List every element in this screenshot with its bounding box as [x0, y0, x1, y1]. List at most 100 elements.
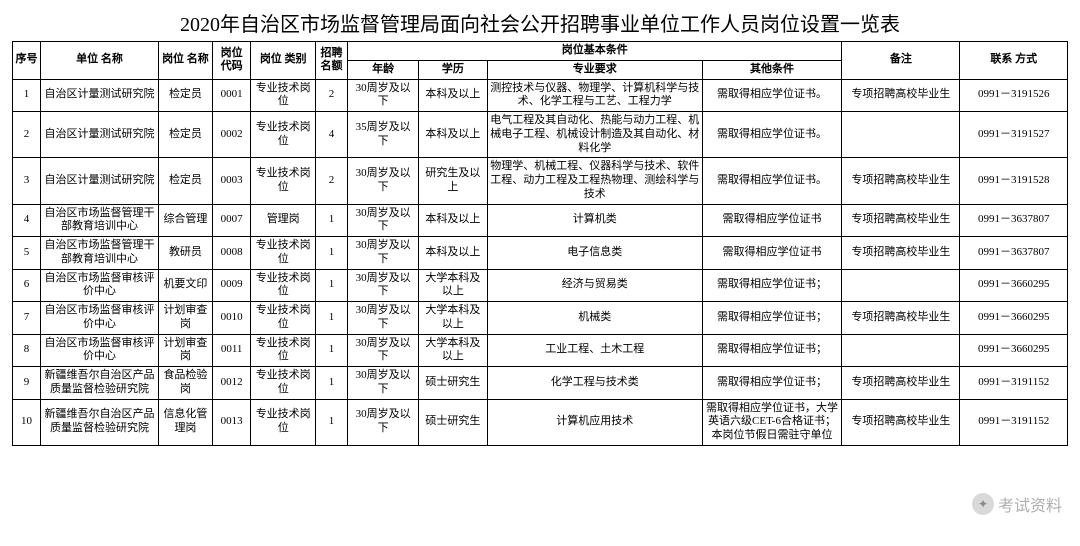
cell-code: 0003 [212, 158, 251, 204]
cell-edu: 硕士研究生 [419, 367, 488, 400]
col-edu: 学历 [419, 60, 488, 79]
col-age: 年龄 [348, 60, 419, 79]
cell-contact: 0991－3191526 [960, 79, 1068, 112]
watermark-text: 考试资料 [998, 492, 1062, 516]
cell-quota: 2 [315, 158, 347, 204]
cell-other: 需取得相应学位证书。 [702, 79, 842, 112]
cell-job: 食品检验岗 [159, 367, 213, 400]
table-row: 8自治区市场监督审核评价中心计划审查岗0011专业技术岗位130周岁及以下大学本… [13, 334, 1068, 367]
cell-job: 机要文印 [159, 269, 213, 302]
cell-edu: 本科及以上 [419, 204, 488, 237]
cell-remark: 专项招聘高校毕业生 [842, 237, 960, 270]
cell-quota: 1 [315, 269, 347, 302]
cell-quota: 1 [315, 399, 347, 445]
col-remark: 备注 [842, 42, 960, 80]
cell-remark [842, 112, 960, 158]
cell-contact: 0991－3660295 [960, 334, 1068, 367]
table-row: 5自治区市场监督管理干部教育培训中心教研员0008专业技术岗位130周岁及以下本… [13, 237, 1068, 270]
cell-other: 需取得相应学位证书； [702, 302, 842, 335]
col-cat: 岗位 类别 [251, 42, 315, 80]
cell-edu: 研究生及以上 [419, 158, 488, 204]
cell-contact: 0991－3191152 [960, 367, 1068, 400]
cell-cat: 专业技术岗位 [251, 367, 315, 400]
cell-seq: 6 [13, 269, 41, 302]
col-seq: 序号 [13, 42, 41, 80]
cell-other: 需取得相应学位证书。 [702, 112, 842, 158]
cell-code: 0012 [212, 367, 251, 400]
col-other: 其他条件 [702, 60, 842, 79]
cell-quota: 1 [315, 334, 347, 367]
table-row: 4自治区市场监督管理干部教育培训中心综合管理0007管理岗130周岁及以下本科及… [13, 204, 1068, 237]
table-row: 1自治区计量测试研究院检定员0001专业技术岗位230周岁及以下本科及以上测控技… [13, 79, 1068, 112]
cell-other: 需取得相应学位证书 [702, 237, 842, 270]
cell-edu: 本科及以上 [419, 112, 488, 158]
cell-quota: 1 [315, 237, 347, 270]
cell-other: 需取得相应学位证书； [702, 269, 842, 302]
cell-contact: 0991－3191152 [960, 399, 1068, 445]
cell-remark: 专项招聘高校毕业生 [842, 367, 960, 400]
cell-remark [842, 334, 960, 367]
cell-contact: 0991－3637807 [960, 237, 1068, 270]
col-group: 岗位基本条件 [348, 42, 842, 61]
cell-job: 教研员 [159, 237, 213, 270]
cell-major: 计算机应用技术 [487, 399, 702, 445]
cell-code: 0010 [212, 302, 251, 335]
cell-job: 检定员 [159, 158, 213, 204]
cell-org: 新疆维吾尔自治区产品质量监督检验研究院 [40, 399, 158, 445]
cell-cat: 管理岗 [251, 204, 315, 237]
cell-remark: 专项招聘高校毕业生 [842, 399, 960, 445]
cell-seq: 4 [13, 204, 41, 237]
cell-contact: 0991－3637807 [960, 204, 1068, 237]
cell-major: 工业工程、土木工程 [487, 334, 702, 367]
cell-quota: 4 [315, 112, 347, 158]
cell-edu: 大学本科及以上 [419, 302, 488, 335]
cell-other: 需取得相应学位证书； [702, 334, 842, 367]
cell-quota: 2 [315, 79, 347, 112]
cell-code: 0007 [212, 204, 251, 237]
cell-quota: 1 [315, 204, 347, 237]
header-row-1: 序号 单位 名称 岗位 名称 岗位 代码 岗位 类别 招聘 名额 岗位基本条件 … [13, 42, 1068, 61]
cell-age: 30周岁及以下 [348, 204, 419, 237]
cell-job: 计划审查岗 [159, 334, 213, 367]
cell-age: 30周岁及以下 [348, 79, 419, 112]
table-row: 2自治区计量测试研究院检定员0002专业技术岗位435周岁及以下本科及以上电气工… [13, 112, 1068, 158]
cell-job: 综合管理 [159, 204, 213, 237]
cell-age: 30周岁及以下 [348, 399, 419, 445]
cell-job: 计划审查岗 [159, 302, 213, 335]
cell-job: 信息化管理岗 [159, 399, 213, 445]
watermark: ✦ 考试资料 [972, 492, 1062, 516]
cell-seq: 8 [13, 334, 41, 367]
cell-age: 30周岁及以下 [348, 269, 419, 302]
col-contact: 联系 方式 [960, 42, 1068, 80]
cell-remark: 专项招聘高校毕业生 [842, 79, 960, 112]
cell-contact: 0991－3660295 [960, 302, 1068, 335]
cell-contact: 0991－3660295 [960, 269, 1068, 302]
col-job: 岗位 名称 [159, 42, 213, 80]
cell-other: 需取得相应学位证书，大学英语六级CET-6合格证书；本岗位节假日需驻守单位 [702, 399, 842, 445]
cell-cat: 专业技术岗位 [251, 399, 315, 445]
cell-major: 计算机类 [487, 204, 702, 237]
cell-code: 0001 [212, 79, 251, 112]
cell-remark [842, 269, 960, 302]
table-row: 10新疆维吾尔自治区产品质量监督检验研究院信息化管理岗0013专业技术岗位130… [13, 399, 1068, 445]
cell-age: 30周岁及以下 [348, 367, 419, 400]
cell-cat: 专业技术岗位 [251, 237, 315, 270]
cell-age: 30周岁及以下 [348, 302, 419, 335]
table-row: 3自治区计量测试研究院检定员0003专业技术岗位230周岁及以下研究生及以上物理… [13, 158, 1068, 204]
cell-org: 自治区市场监督管理干部教育培训中心 [40, 237, 158, 270]
col-major: 专业要求 [487, 60, 702, 79]
cell-cat: 专业技术岗位 [251, 112, 315, 158]
cell-major: 机械类 [487, 302, 702, 335]
cell-code: 0013 [212, 399, 251, 445]
cell-org: 自治区市场监督审核评价中心 [40, 269, 158, 302]
cell-seq: 3 [13, 158, 41, 204]
cell-cat: 专业技术岗位 [251, 334, 315, 367]
cell-cat: 专业技术岗位 [251, 269, 315, 302]
cell-seq: 2 [13, 112, 41, 158]
cell-org: 自治区市场监督管理干部教育培训中心 [40, 204, 158, 237]
table-row: 6自治区市场监督审核评价中心机要文印0009专业技术岗位130周岁及以下大学本科… [13, 269, 1068, 302]
wechat-icon: ✦ [972, 493, 994, 515]
cell-contact: 0991－3191528 [960, 158, 1068, 204]
table-row: 9新疆维吾尔自治区产品质量监督检验研究院食品检验岗0012专业技术岗位130周岁… [13, 367, 1068, 400]
cell-code: 0008 [212, 237, 251, 270]
